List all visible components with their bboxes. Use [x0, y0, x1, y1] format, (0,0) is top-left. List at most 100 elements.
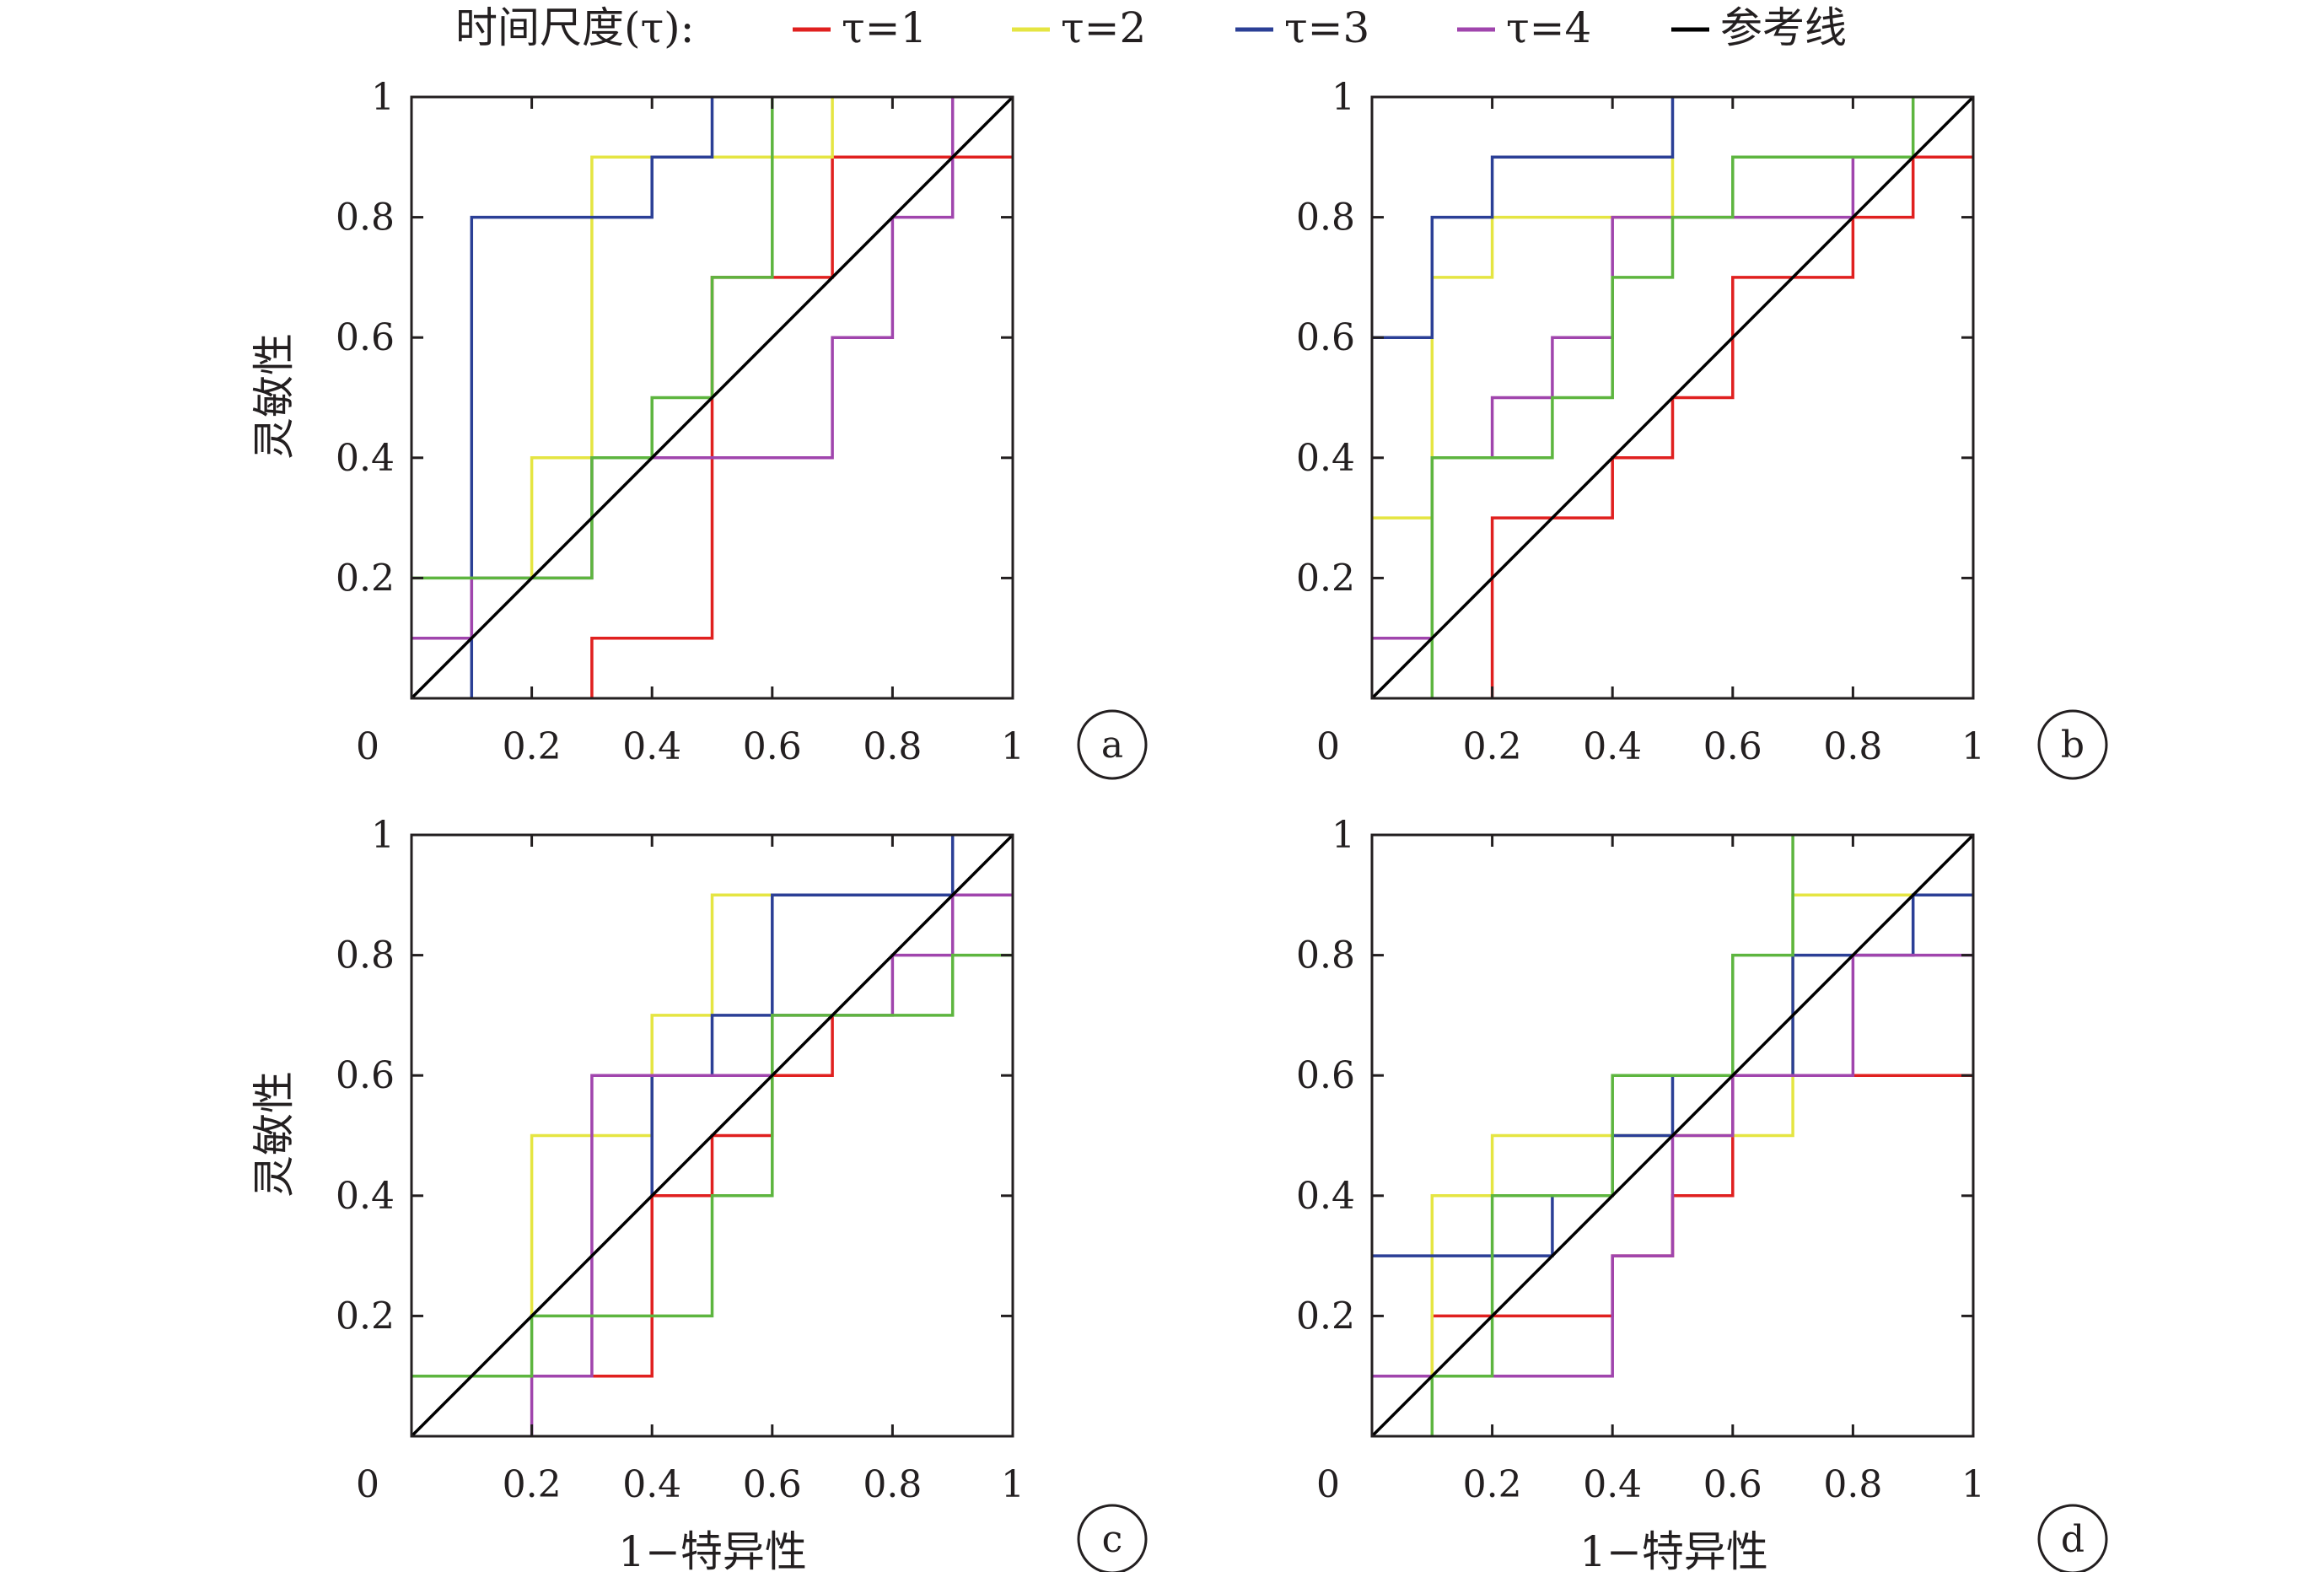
roc-line-1: [590, 155, 1013, 698]
panel-label-circle: [1077, 1504, 1148, 1572]
roc-line-series: [1372, 835, 1973, 1436]
roc-line-green: [412, 97, 774, 580]
x-tick-label: 0: [1316, 725, 1340, 768]
legend-label-tau2: τ=2: [1061, 3, 1146, 52]
roc-line-2: [530, 893, 772, 1316]
roc-line-1: [1490, 155, 1973, 698]
series-group: [1372, 97, 1973, 698]
series-group: [412, 97, 1013, 698]
roc-line-1: [1430, 1074, 1973, 1376]
roc-line-2: [530, 97, 834, 579]
y-tick-label: 0.6: [336, 1054, 395, 1097]
x-axis-title-right: 1−特异性: [1579, 1527, 1768, 1572]
x-tick-label: 1: [1001, 725, 1025, 768]
x-tick-label: 0.8: [863, 1463, 922, 1506]
panel-label-circle: [2037, 709, 2108, 780]
legend-entry-tau3: τ=3: [1235, 3, 1369, 52]
y-tick-label: 0.4: [1296, 1175, 1355, 1218]
roc-line-series: [412, 835, 1013, 1436]
y-tick-label: 0.2: [1296, 557, 1355, 600]
legend-label-tau1: τ=1: [842, 3, 927, 52]
x-tick-label: 0.6: [743, 725, 802, 768]
series-group: [412, 835, 1013, 1436]
x-tick-label: 0.4: [622, 725, 681, 768]
x-tick-label: 0: [1316, 1463, 1340, 1506]
panel-label: d: [2061, 1518, 2085, 1561]
roc-line-3: [1372, 893, 1973, 1257]
x-tick-label: 0.4: [622, 1463, 681, 1506]
x-tick-label: 0.6: [1703, 725, 1762, 768]
legend-entry-tau2: τ=2: [1012, 3, 1146, 52]
roc-line-4: [412, 97, 955, 640]
panel-a: 0 0.2 0.4 0.6 0.8 1 0.2 0.4 0.6 0.8 1 a: [336, 76, 1148, 780]
legend-entry-tau4: τ=4: [1457, 3, 1591, 52]
x-tick-label: 0.4: [1583, 1463, 1642, 1506]
x-tick-label: 0.2: [1463, 725, 1522, 768]
y-tick-label: 0.2: [336, 557, 395, 600]
y-tick-label: 0.2: [1296, 1295, 1355, 1338]
x-tick-label: 0.2: [503, 1463, 562, 1506]
roc-line-series: [412, 97, 1013, 698]
panel-b: 0 0.2 0.4 0.6 0.8 1 0.2 0.4 0.6 0.8 1 b: [1296, 76, 2108, 780]
legend-title: 时间尺度(τ):: [455, 3, 695, 52]
roc-line-green: [412, 953, 1013, 1378]
panel-label: c: [1102, 1518, 1123, 1561]
y-axis-title-top: 灵敏性: [250, 333, 299, 460]
legend-entry-reference: 参考线: [1671, 3, 1847, 52]
x-axis-title-left: 1−特异性: [618, 1527, 807, 1572]
x-tick-label: 1: [1961, 1463, 1985, 1506]
x-tick-label: 0.8: [1823, 1463, 1882, 1506]
plot-frame: [410, 95, 1014, 700]
roc-line-4: [1372, 953, 1973, 1378]
panels: 0 0.2 0.4 0.6 0.8 1 0.2 0.4 0.6 0.8 1 a 0 0.2 0.4 0.6 0.…: [336, 76, 2108, 1572]
roc-line-green: [1430, 835, 1794, 1436]
legend-label-reference: 参考线: [1720, 3, 1847, 52]
y-tick-label: 0.6: [1296, 1054, 1355, 1097]
x-tick-label: 0.8: [863, 725, 922, 768]
x-tick-label: 0.8: [1823, 725, 1882, 768]
roc-line-3: [1372, 97, 1675, 339]
plot-frame: [410, 833, 1014, 1438]
roc-line-green: [1430, 97, 1915, 698]
legend-label-tau4: τ=4: [1506, 3, 1591, 52]
y-tick-label: 0.4: [1296, 437, 1355, 480]
roc-line-series: [1372, 97, 1973, 698]
x-tick-label: 0.6: [1703, 1463, 1762, 1506]
panel-label: b: [2061, 724, 2085, 767]
plot-frame: [1370, 95, 1975, 700]
x-tick-label: 0.2: [503, 725, 562, 768]
roc-line-3: [470, 97, 714, 698]
y-tick-label: 0.6: [1296, 316, 1355, 359]
x-tick-label: 0: [356, 725, 379, 768]
y-tick-label: 0.8: [1296, 934, 1355, 977]
y-tick-label: 0.8: [1296, 196, 1355, 240]
x-tick-label: 1: [1961, 725, 1985, 768]
x-tick-label: 1: [1001, 1463, 1025, 1506]
panel-label: a: [1101, 724, 1123, 767]
x-tick-label: 0.4: [1583, 725, 1642, 768]
y-tick-label: 0.8: [336, 196, 395, 240]
y-axis-title-bottom: 灵敏性: [250, 1071, 299, 1198]
legend-entry-tau1: τ=1: [793, 3, 927, 52]
y-tick-label: 0.6: [336, 316, 395, 359]
y-tick-label: 1: [371, 76, 395, 119]
plot-frame: [1370, 833, 1975, 1438]
x-tick-label: 0.2: [1463, 1463, 1522, 1506]
y-tick-label: 1: [371, 814, 395, 857]
panel-label-circle: [1077, 709, 1148, 780]
panel-d: 0 0.2 0.4 0.6 0.8 1 0.2 0.4 0.6 0.8 1 d: [1296, 814, 2108, 1572]
y-tick-label: 1: [1331, 76, 1355, 119]
y-tick-label: 0.4: [336, 1175, 395, 1218]
x-tick-label: 0.6: [743, 1463, 802, 1506]
series-group: [1372, 835, 1973, 1436]
y-tick-label: 0.4: [336, 437, 395, 480]
panel-c: 0 0.2 0.4 0.6 0.8 1 0.2 0.4 0.6 0.8 1 c: [336, 814, 1148, 1572]
legend: 时间尺度(τ): τ=1 τ=2 τ=3 τ=4 参考线: [455, 3, 1847, 52]
legend-label-tau3: τ=3: [1284, 3, 1369, 52]
y-tick-label: 0.8: [336, 934, 395, 977]
x-tick-label: 0: [356, 1463, 379, 1506]
panel-label-circle: [2037, 1504, 2108, 1572]
y-tick-label: 0.2: [336, 1295, 395, 1338]
y-tick-label: 1: [1331, 814, 1355, 857]
